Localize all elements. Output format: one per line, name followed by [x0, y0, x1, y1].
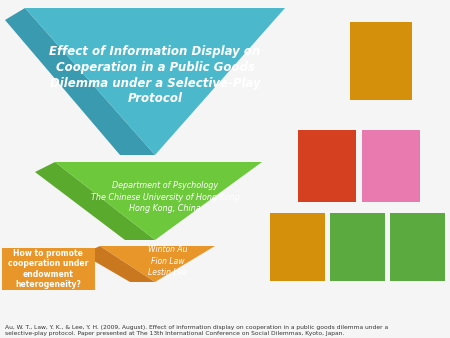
- Polygon shape: [100, 246, 215, 282]
- Bar: [298, 130, 356, 202]
- Polygon shape: [25, 8, 285, 155]
- Bar: [390, 213, 445, 281]
- Text: Effect of Information Display on
Cooperation in a Public Goods
Dilemma under a S: Effect of Information Display on Coopera…: [50, 45, 261, 105]
- Bar: [330, 213, 385, 281]
- Bar: [350, 22, 412, 100]
- Polygon shape: [35, 162, 155, 240]
- Polygon shape: [2, 248, 95, 290]
- Polygon shape: [5, 8, 155, 155]
- Polygon shape: [82, 246, 155, 282]
- Text: Au, W. T., Law, Y. K., & Lee, Y. H. (2009, August). Effect of information displa: Au, W. T., Law, Y. K., & Lee, Y. H. (200…: [5, 325, 388, 336]
- Bar: [362, 130, 420, 202]
- Text: How to promote
cooperation under
endowment
heterogeneity?: How to promote cooperation under endowme…: [8, 249, 88, 289]
- Text: Winton Au
Fion Law
Lestin Lee: Winton Au Fion Law Lestin Lee: [148, 245, 188, 276]
- Text: Department of Psychology
The Chinese University of Hong Kong
Hong Kong, China: Department of Psychology The Chinese Uni…: [90, 181, 239, 213]
- Bar: [270, 213, 325, 281]
- Polygon shape: [55, 162, 262, 240]
